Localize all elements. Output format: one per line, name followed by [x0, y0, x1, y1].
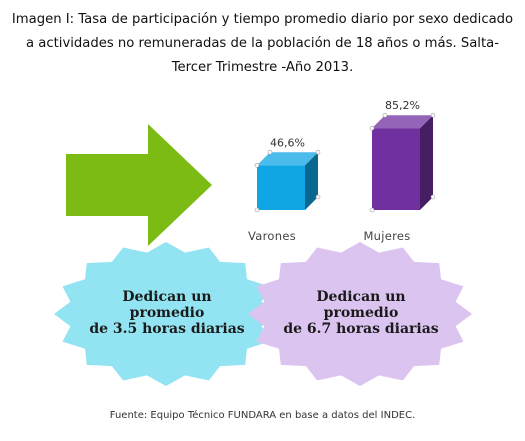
arrow-icon	[66, 124, 212, 246]
source-note: Fuente: Equipo Técnico FUNDARA en base a…	[109, 410, 416, 421]
value-label-varones: 46,6%	[270, 136, 305, 149]
badge-right-line3: de 6.7 horas diarias	[283, 321, 439, 337]
bar-varones-handle	[267, 149, 273, 155]
bar-varones-handle	[315, 194, 321, 200]
badge-right-line1: Dedican un	[316, 289, 406, 305]
bar-varones-top	[257, 152, 318, 166]
bar-mujeres-handle	[430, 194, 436, 200]
bar-varones-side	[305, 152, 318, 210]
badge-right-starburst	[248, 242, 472, 386]
bar-mujeres-handle	[382, 112, 388, 118]
bar-varones-handle	[315, 149, 321, 155]
bar-mujeres-handle	[369, 125, 375, 131]
category-label-mujeres: Mujeres	[363, 229, 410, 243]
bar-varones-handle	[254, 207, 260, 213]
chart-title: Imagen I: Tasa de participación y tiempo…	[11, 12, 514, 75]
bar-varones-handle	[254, 162, 260, 168]
bar-mujeres-side	[420, 115, 433, 210]
bar-group: 46,6% Varones 85,2% Mujeres	[248, 99, 436, 243]
bar-mujeres-handle	[369, 207, 375, 213]
bar-mujeres	[372, 128, 420, 210]
value-label-mujeres: 85,2%	[385, 99, 420, 112]
bar-mujeres-handle	[430, 112, 436, 118]
badge-left-line3: de 3.5 horas diarias	[89, 321, 245, 337]
badge-right-line2: promedio	[323, 305, 399, 321]
bar-mujeres-top	[372, 115, 433, 129]
badge-left-text: Dedican un promedio de 3.5 horas diarias	[82, 289, 252, 337]
badge-right-text: Dedican un promedio de 6.7 horas diarias	[270, 289, 452, 337]
badge-left-starburst	[54, 242, 278, 386]
category-label-varones: Varones	[248, 229, 296, 243]
badge-left-line2: promedio	[129, 305, 205, 321]
bar-varones	[257, 165, 305, 210]
badge-left-line1: Dedican un	[122, 289, 212, 305]
